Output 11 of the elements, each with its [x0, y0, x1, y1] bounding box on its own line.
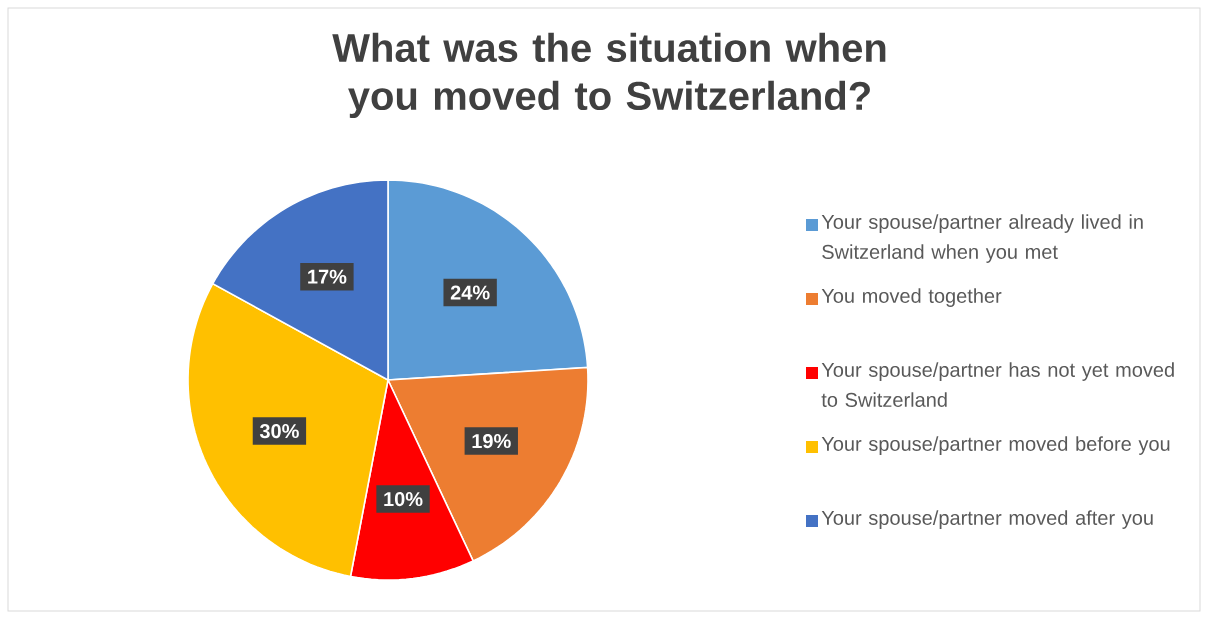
- legend-label: Your spouse/partner moved before you: [821, 436, 1170, 455]
- chart-title: What was the situation when you moved to Switzerland?: [332, 32, 886, 118]
- legend-label: You moved together: [821, 288, 1002, 307]
- data-label: 24%: [450, 285, 490, 300]
- data-label: 17%: [308, 269, 347, 284]
- legend-label: Your spouse/partner moved after you: [821, 510, 1153, 529]
- data-label: 10%: [384, 491, 423, 507]
- legend-label: Your spouse/partner has not yet moved to Switzerland: [821, 362, 1174, 407]
- data-label: 30%: [259, 424, 299, 439]
- data-label: 19%: [472, 434, 511, 449]
- legend-label: Your spouse/partner already lived in Switzerland when you met: [821, 214, 1143, 263]
